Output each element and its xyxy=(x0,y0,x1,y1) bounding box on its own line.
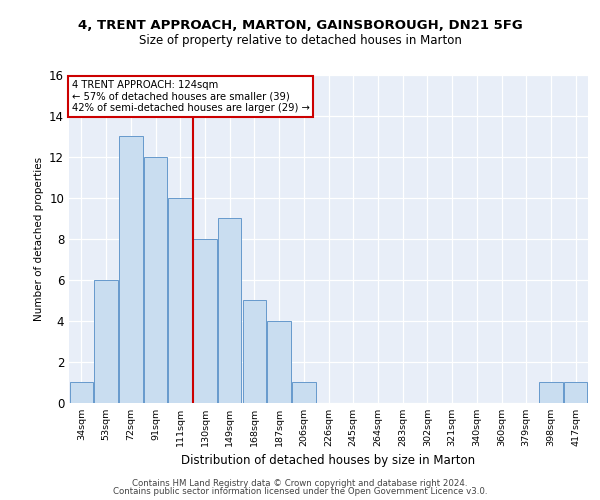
Bar xyxy=(169,198,192,402)
Y-axis label: Number of detached properties: Number of detached properties xyxy=(34,156,44,321)
Bar xyxy=(70,382,93,402)
Bar xyxy=(144,157,167,402)
Text: Contains public sector information licensed under the Open Government Licence v3: Contains public sector information licen… xyxy=(113,488,487,496)
Text: 4 TRENT APPROACH: 124sqm
← 57% of detached houses are smaller (39)
42% of semi-d: 4 TRENT APPROACH: 124sqm ← 57% of detach… xyxy=(71,80,310,113)
Bar xyxy=(292,382,316,402)
Bar xyxy=(242,300,266,402)
Text: Size of property relative to detached houses in Marton: Size of property relative to detached ho… xyxy=(139,34,461,47)
Text: 4, TRENT APPROACH, MARTON, GAINSBOROUGH, DN21 5FG: 4, TRENT APPROACH, MARTON, GAINSBOROUGH,… xyxy=(77,19,523,32)
Bar xyxy=(193,239,217,402)
Bar xyxy=(564,382,587,402)
Bar xyxy=(218,218,241,402)
Bar xyxy=(119,136,143,402)
Bar xyxy=(94,280,118,402)
Bar xyxy=(268,320,291,402)
Bar xyxy=(539,382,563,402)
X-axis label: Distribution of detached houses by size in Marton: Distribution of detached houses by size … xyxy=(181,454,476,467)
Text: Contains HM Land Registry data © Crown copyright and database right 2024.: Contains HM Land Registry data © Crown c… xyxy=(132,478,468,488)
